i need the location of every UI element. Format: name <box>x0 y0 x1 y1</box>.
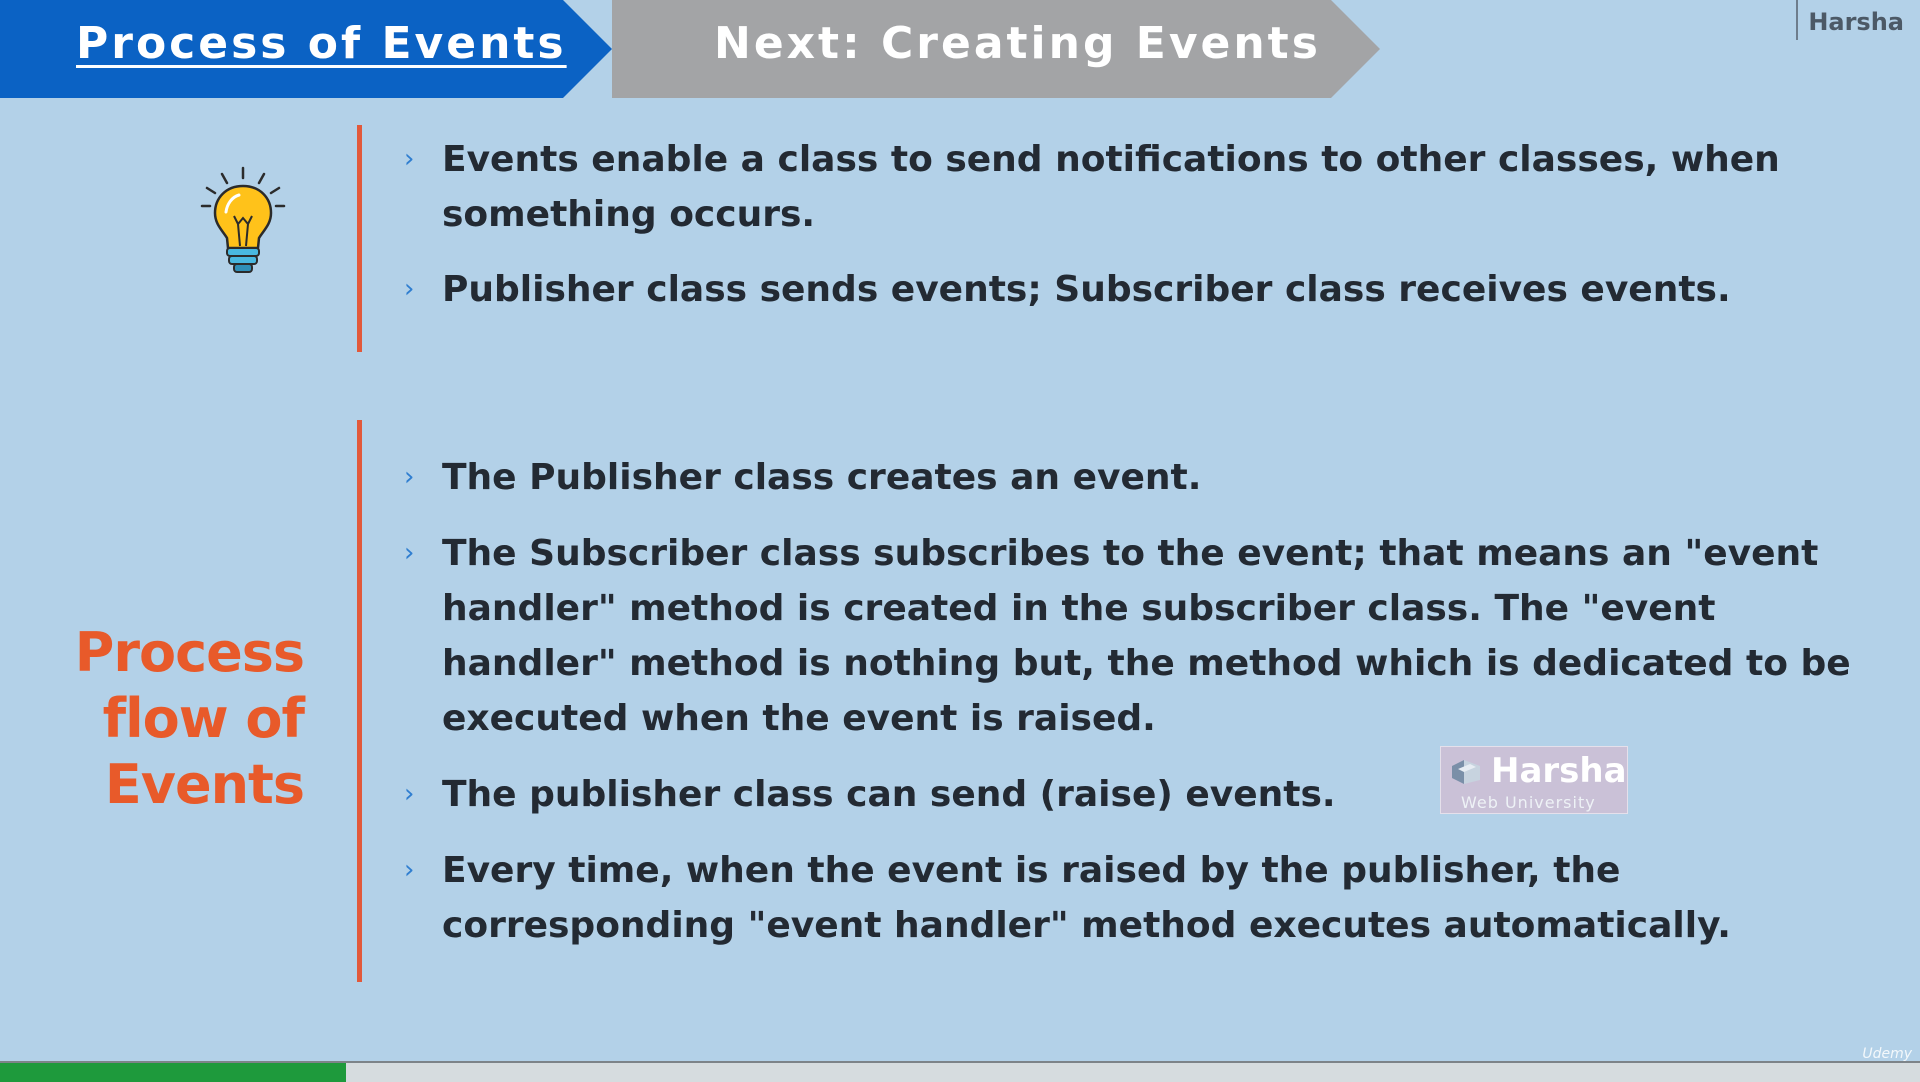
slide-header: Process of Events Next: Creating Events … <box>0 0 1920 98</box>
bullet-text: Every time, when the event is raised by … <box>442 850 1731 946</box>
list-item: › Events enable a class to send notifica… <box>404 132 1884 242</box>
watermark-name: Harsha <box>1491 751 1627 791</box>
list-item: › Publisher class sends events; Subscrib… <box>404 262 1884 317</box>
bullet-text: The Subscriber class subscribes to the e… <box>442 533 1851 739</box>
tab-current-process-of-events[interactable]: Process of Events <box>0 0 612 98</box>
chevron-right-icon: › <box>404 144 415 174</box>
bullet-text: The publisher class can send (raise) eve… <box>442 774 1336 815</box>
list-item: › The Subscriber class subscribes to the… <box>404 526 1884 746</box>
process-bullet-list: › The Publisher class creates an event. … <box>404 450 1884 974</box>
list-item: › The Publisher class creates an event. <box>404 450 1884 505</box>
accent-divider-bottom <box>357 420 362 982</box>
video-progress-bar[interactable] <box>0 1061 1920 1082</box>
watermark-subtitle: Web University <box>1461 793 1596 812</box>
list-item: › Every time, when the event is raised b… <box>404 843 1884 953</box>
tab-next-label: Next: Creating Events <box>714 18 1321 69</box>
video-progress-fill <box>0 1063 346 1082</box>
bullet-text: Publisher class sends events; Subscriber… <box>442 269 1731 310</box>
list-item: › The publisher class can send (raise) e… <box>404 767 1884 822</box>
brand-label: Harsha <box>1796 0 1904 40</box>
bullet-text: The Publisher class creates an event. <box>442 457 1202 498</box>
bullet-text: Events enable a class to send notificati… <box>442 139 1780 235</box>
tab-next-creating-events[interactable]: Next: Creating Events <box>612 0 1380 98</box>
lightbulb-icon <box>200 166 286 273</box>
accent-divider-top <box>357 125 362 352</box>
chevron-right-icon: › <box>404 274 415 304</box>
chevron-right-icon: › <box>404 855 415 885</box>
cube-logo-icon <box>1452 760 1480 784</box>
watermark-logo: Harsha Web University <box>1440 746 1628 814</box>
tab-current-label: Process of Events <box>76 18 567 69</box>
chevron-right-icon: › <box>404 462 415 492</box>
intro-bullet-list: › Events enable a class to send notifica… <box>404 132 1884 337</box>
section-title: Process flow of Events <box>74 621 305 816</box>
platform-watermark: Udemy <box>1862 1046 1912 1062</box>
chevron-right-icon: › <box>404 538 415 568</box>
chevron-right-icon: › <box>404 779 415 809</box>
